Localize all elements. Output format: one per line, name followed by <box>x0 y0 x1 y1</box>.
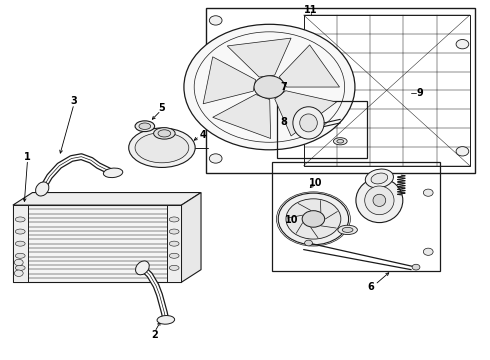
Circle shape <box>184 24 355 150</box>
Bar <box>304 15 470 166</box>
Text: 2: 2 <box>151 330 158 340</box>
Text: 4: 4 <box>200 130 207 140</box>
Text: 5: 5 <box>159 103 165 113</box>
Bar <box>277 101 367 158</box>
Ellipse shape <box>158 130 171 137</box>
Bar <box>206 8 475 173</box>
Text: 10: 10 <box>309 177 322 188</box>
Circle shape <box>456 147 469 156</box>
Ellipse shape <box>338 225 357 235</box>
Ellipse shape <box>15 229 25 234</box>
Ellipse shape <box>169 265 179 270</box>
Ellipse shape <box>129 128 195 167</box>
Text: 10: 10 <box>285 215 298 225</box>
Text: 3: 3 <box>71 96 77 106</box>
Ellipse shape <box>135 121 155 132</box>
Ellipse shape <box>169 217 179 222</box>
Ellipse shape <box>169 241 179 246</box>
Circle shape <box>412 264 420 270</box>
Ellipse shape <box>15 241 25 246</box>
Polygon shape <box>203 57 256 104</box>
Circle shape <box>209 154 222 163</box>
Circle shape <box>305 240 313 246</box>
Circle shape <box>286 199 341 239</box>
Text: 6: 6 <box>368 282 374 292</box>
Ellipse shape <box>342 228 353 233</box>
Ellipse shape <box>337 139 343 143</box>
Ellipse shape <box>373 194 386 206</box>
Ellipse shape <box>154 128 175 139</box>
Circle shape <box>423 248 433 255</box>
Ellipse shape <box>300 114 318 132</box>
Ellipse shape <box>135 133 189 163</box>
Ellipse shape <box>365 169 393 188</box>
Ellipse shape <box>365 186 394 215</box>
Text: 1: 1 <box>24 152 31 162</box>
Ellipse shape <box>371 173 388 184</box>
Text: 7: 7 <box>281 82 288 93</box>
Bar <box>272 162 441 271</box>
Ellipse shape <box>139 123 151 130</box>
Ellipse shape <box>103 168 123 177</box>
Circle shape <box>254 76 285 98</box>
Ellipse shape <box>356 178 403 222</box>
Polygon shape <box>213 94 270 139</box>
Circle shape <box>14 270 23 276</box>
Circle shape <box>278 193 348 245</box>
Polygon shape <box>275 91 337 136</box>
Ellipse shape <box>36 182 49 196</box>
Ellipse shape <box>169 253 179 258</box>
Ellipse shape <box>15 253 25 258</box>
Ellipse shape <box>169 229 179 234</box>
Ellipse shape <box>15 265 25 270</box>
Text: 11: 11 <box>304 5 318 15</box>
Text: 8: 8 <box>281 117 288 127</box>
Ellipse shape <box>293 107 324 139</box>
Ellipse shape <box>15 217 25 222</box>
Ellipse shape <box>136 261 149 275</box>
Circle shape <box>456 40 469 49</box>
Ellipse shape <box>157 315 174 324</box>
Polygon shape <box>13 205 181 282</box>
Polygon shape <box>167 205 181 282</box>
Polygon shape <box>181 193 201 282</box>
Circle shape <box>302 211 325 227</box>
Polygon shape <box>279 45 340 87</box>
Circle shape <box>14 259 23 266</box>
Polygon shape <box>13 205 27 282</box>
Polygon shape <box>13 193 201 205</box>
Polygon shape <box>227 38 291 77</box>
Text: 9: 9 <box>416 88 423 98</box>
Circle shape <box>209 16 222 25</box>
Circle shape <box>423 189 433 196</box>
Ellipse shape <box>333 138 347 145</box>
